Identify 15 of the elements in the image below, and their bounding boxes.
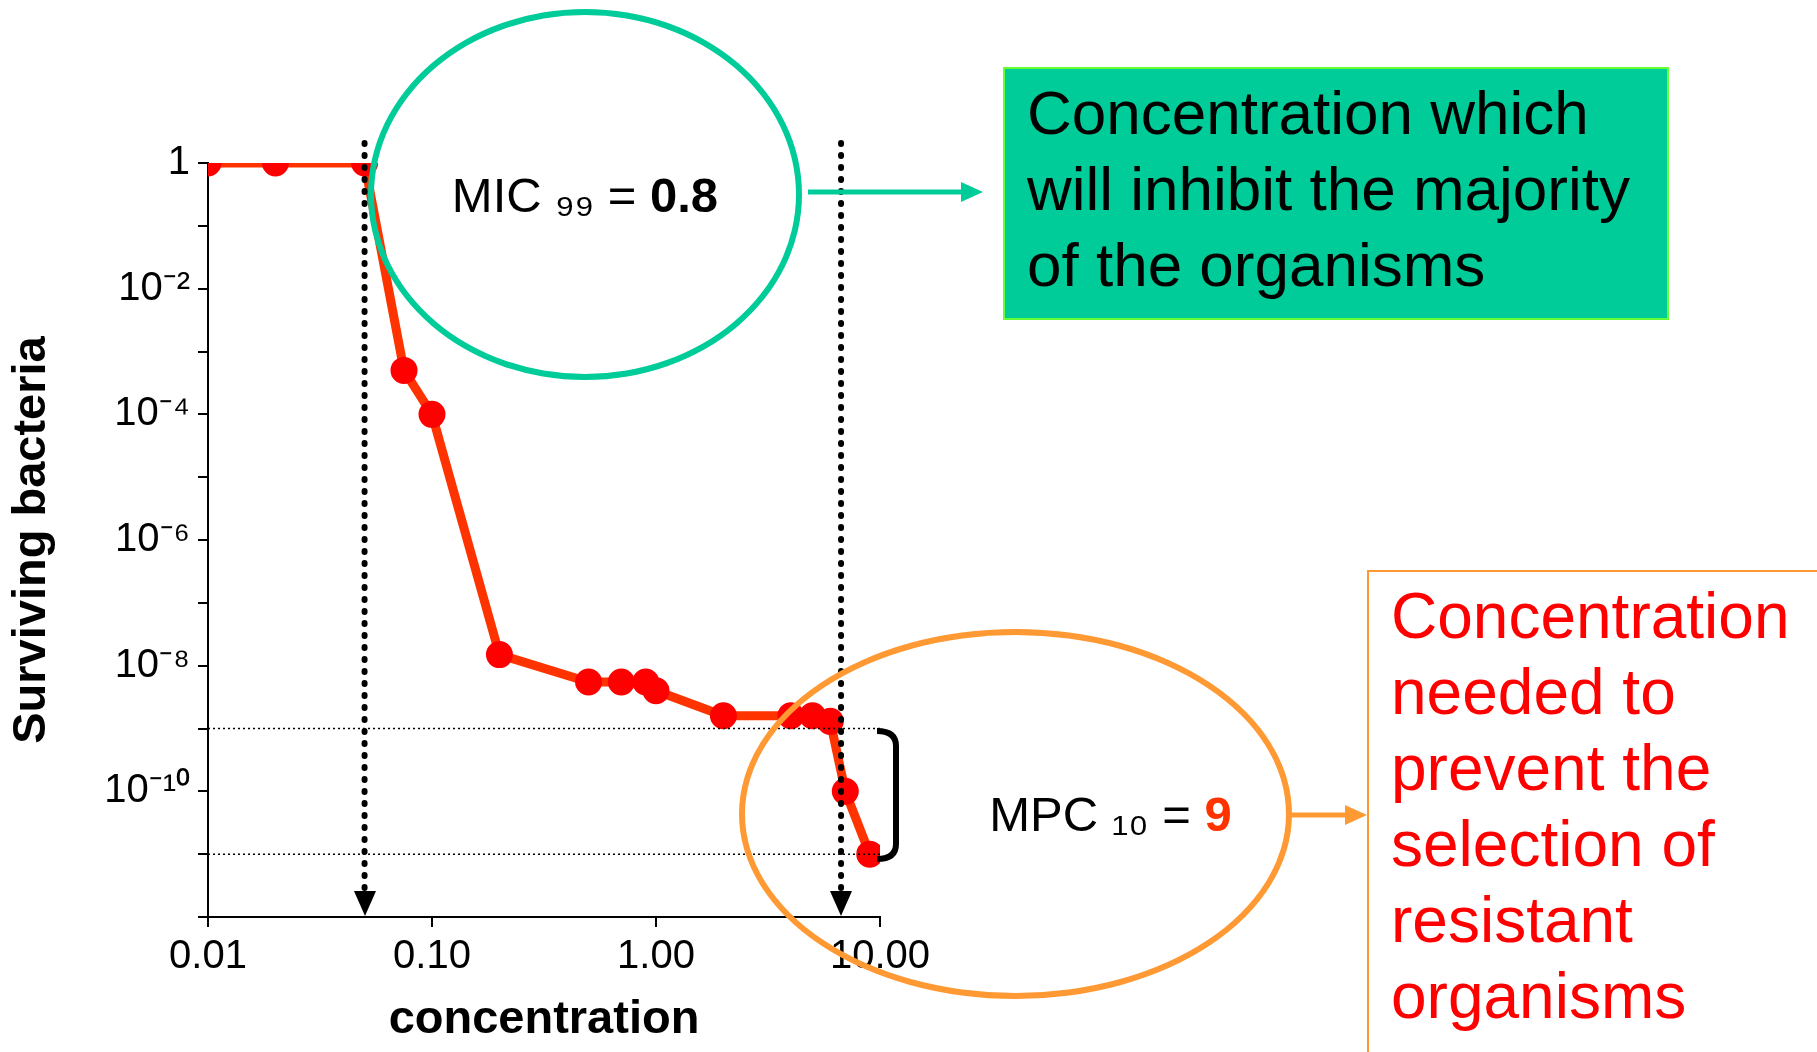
text-box: Concentration which will inhibit the majority of the organisms: [1003, 67, 1669, 320]
x-tick-label: 0.01: [169, 932, 247, 977]
text: MPC ₁₀ = 9: [989, 786, 1232, 842]
y-tick-label: 10⁻¹⁰: [104, 766, 190, 811]
y-tick-label: 10⁻²: [118, 263, 190, 308]
x-axis-title: concentration: [388, 989, 700, 1043]
annotation: MIC ₉₉ = 0.8: [451, 166, 719, 223]
y-tick-label: 10⁻⁴: [114, 389, 190, 434]
x-tick-label: 1.00: [617, 932, 695, 977]
x-tick-label: 0.10: [393, 932, 471, 977]
y-tick-label: 1: [167, 138, 190, 183]
y-axis-title: Surviving bacteria: [2, 335, 56, 744]
text-box: Concentration needed to prevent the selection of resistant organisms: [1367, 570, 1817, 1052]
y-tick-label: 10⁻⁶: [115, 515, 190, 560]
y-tick-label: 10⁻⁸: [114, 640, 190, 685]
